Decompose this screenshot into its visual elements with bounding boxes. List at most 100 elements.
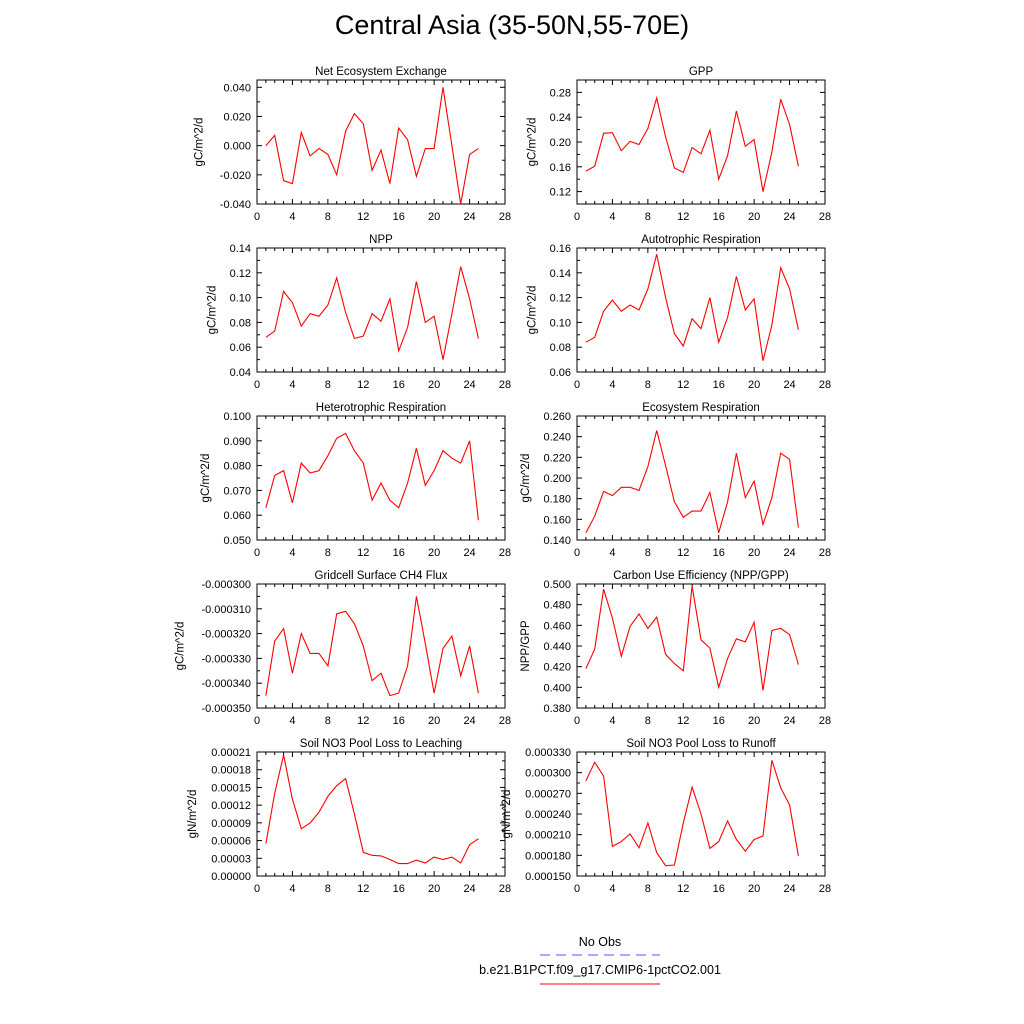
y-tick-label: 0.160 <box>543 514 571 526</box>
y-tick-label: 0.400 <box>543 682 571 694</box>
series-line <box>585 430 799 534</box>
y-tick-label: 0.000240 <box>525 809 571 821</box>
y-tick-label: 0.00003 <box>211 853 251 865</box>
x-tick-label: 20 <box>428 379 440 391</box>
plot-frame <box>256 583 506 709</box>
y-tick-label: 0.000210 <box>525 830 571 842</box>
panel-title: Soil NO3 Pool Loss to Runoff <box>626 738 776 750</box>
x-tick-label: 24 <box>783 883 795 895</box>
y-tick-label: 0.00015 <box>211 782 251 794</box>
y-tick-label: 0.10 <box>550 317 571 329</box>
x-tick-label: 0 <box>254 547 260 559</box>
series-line <box>585 760 799 867</box>
x-tick-label: 12 <box>677 883 689 895</box>
y-tick-label: 0.06 <box>230 342 251 354</box>
x-tick-label: 4 <box>289 379 295 391</box>
y-tick-label: 0.440 <box>543 641 571 653</box>
y-tick-label: -0.000310 <box>201 604 251 616</box>
x-tick-label: 12 <box>677 211 689 223</box>
y-tick-label: 0.000300 <box>525 768 571 780</box>
y-tick-label: 0.200 <box>543 473 571 485</box>
y-tick-label: 0.12 <box>550 187 571 199</box>
x-tick-label: 12 <box>677 547 689 559</box>
x-tick-label: 24 <box>463 883 475 895</box>
chart-panel-4: Autotrophic Respiration 0 4 8 12 16 20 24 28 0.06… <box>526 234 831 391</box>
x-tick-label: 16 <box>393 715 405 727</box>
plot-frame <box>256 751 506 877</box>
y-tick-label: -0.040 <box>220 199 251 211</box>
plot-frame <box>576 247 826 373</box>
y-tick-label: 0.08 <box>550 342 571 354</box>
plot-frame <box>576 583 826 709</box>
x-tick-label: 12 <box>357 883 369 895</box>
y-tick-label: -0.000350 <box>201 703 251 715</box>
x-tick-label: 20 <box>428 547 440 559</box>
panel-title: Gridcell Surface CH4 Flux <box>315 570 448 582</box>
x-tick-label: 16 <box>393 547 405 559</box>
y-tick-label: 0.090 <box>223 436 251 448</box>
x-tick-label: 12 <box>357 379 369 391</box>
y-tick-label: 0.040 <box>223 82 251 94</box>
y-tick-label: 0.020 <box>223 111 251 123</box>
y-tick-label: 0.070 <box>223 485 251 497</box>
x-tick-label: 28 <box>499 379 511 391</box>
y-tick-label: 0.20 <box>550 137 571 149</box>
x-tick-label: 20 <box>748 211 760 223</box>
y-tick-label: 0.24 <box>550 112 571 124</box>
chart-panel-8: Carbon Use Efficiency (NPP/GPP) 0 4 8 12 16 20… <box>520 570 831 727</box>
series-line <box>585 95 799 192</box>
y-tick-label: 0.180 <box>543 494 571 506</box>
chart-panel-7: Gridcell Surface CH4 Flux 0 4 8 12 16 20 24 28 -0… <box>174 570 511 727</box>
x-tick-label: 8 <box>645 715 651 727</box>
x-tick-label: 28 <box>819 883 831 895</box>
y-tick-label: -0.000330 <box>201 653 251 665</box>
panel-title: Soil NO3 Pool Loss to Leaching <box>300 738 462 750</box>
y-tick-label: 0.00000 <box>211 871 251 883</box>
x-tick-label: 24 <box>463 379 475 391</box>
y-tick-label: 0.500 <box>543 579 571 591</box>
y-tick-label: 0.420 <box>543 662 571 674</box>
x-tick-label: 8 <box>325 379 331 391</box>
x-tick-label: 12 <box>357 547 369 559</box>
y-tick-label: 0.000330 <box>525 747 571 759</box>
x-tick-label: 0 <box>254 883 260 895</box>
y-tick-label: 0.28 <box>550 87 571 99</box>
y-tick-label: 0.000 <box>223 141 251 153</box>
chart-panel-5: Heterotrophic Respiration 0 4 8 12 16 20 24 28 0.… <box>200 402 511 559</box>
x-tick-label: 0 <box>254 379 260 391</box>
x-tick-label: 0 <box>574 211 580 223</box>
x-tick-label: 0 <box>574 883 580 895</box>
y-tick-label: 0.16 <box>550 162 571 174</box>
chart-panel-9: Soil NO3 Pool Loss to Leaching 0 4 8 12 16 20 2… <box>187 738 511 895</box>
y-tick-label: 0.000180 <box>525 850 571 862</box>
x-tick-label: 4 <box>289 715 295 727</box>
x-tick-label: 16 <box>713 547 725 559</box>
series-line <box>585 586 799 691</box>
x-tick-label: 24 <box>463 211 475 223</box>
y-tick-label: 0.080 <box>223 461 251 473</box>
y-tick-label: -0.020 <box>220 170 251 182</box>
y-tick-label: 0.240 <box>543 432 571 444</box>
y-axis-label: gN/m^2/d <box>187 790 199 839</box>
y-axis-label: gC/m^2/d <box>526 118 538 167</box>
x-tick-label: 12 <box>677 379 689 391</box>
x-tick-label: 16 <box>713 379 725 391</box>
x-tick-label: 12 <box>357 715 369 727</box>
page-title: Central Asia (35-50N,55-70E) <box>334 10 690 40</box>
x-tick-label: 4 <box>609 547 615 559</box>
chart-panel-6: Ecosystem Respiration 0 4 8 12 16 20 24 28 0.140 0… <box>520 402 831 559</box>
legend-label-run: b.e21.B1PCT.f09_g17.CMIP6-1pctCO2.001 <box>479 963 721 977</box>
x-tick-label: 0 <box>574 715 580 727</box>
y-axis-label: gC/m^2/d <box>520 454 532 503</box>
x-tick-label: 28 <box>819 379 831 391</box>
x-tick-label: 4 <box>609 715 615 727</box>
x-tick-label: 20 <box>428 211 440 223</box>
y-tick-label: 0.140 <box>543 535 571 547</box>
x-tick-label: 8 <box>325 211 331 223</box>
y-tick-label: 0.06 <box>550 367 571 379</box>
x-tick-label: 8 <box>325 547 331 559</box>
y-tick-label: 0.04 <box>230 367 251 379</box>
x-tick-label: 16 <box>713 715 725 727</box>
x-tick-label: 28 <box>819 715 831 727</box>
